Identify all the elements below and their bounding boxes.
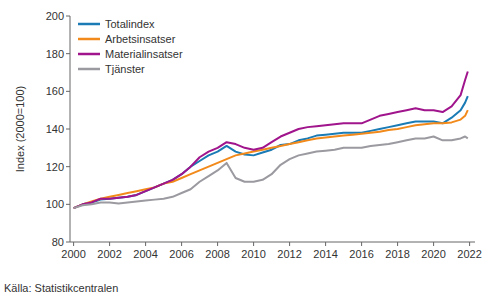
x-tick-label: 2020 [421, 248, 445, 260]
lines [74, 72, 468, 209]
legend-swatch [78, 38, 100, 41]
x-tick-label: 2002 [97, 248, 121, 260]
x-tick-label: 2004 [133, 248, 157, 260]
y-tick [66, 16, 70, 17]
x-tick-label: 2008 [205, 248, 229, 260]
x-tick [145, 242, 146, 246]
x-tick-label: 2018 [385, 248, 409, 260]
y-tick [66, 242, 70, 243]
x-tick-label: 2022 [457, 248, 481, 260]
x-tick-label: 2010 [241, 248, 265, 260]
x-tick [325, 242, 326, 246]
x-tick [181, 242, 182, 246]
y-tick [66, 204, 70, 205]
legend-label: Arbetsinsatser [105, 33, 176, 45]
y-axis-label: Index (2000=100) [14, 86, 26, 173]
legend-swatch [78, 68, 100, 71]
source: Källa: Statistikcentralen [4, 282, 118, 294]
series-line [74, 110, 468, 208]
series-line [74, 137, 468, 209]
x-tick [73, 242, 74, 246]
y-tick-label: 180 [46, 48, 64, 60]
x-tick [253, 242, 254, 246]
x-tick [397, 242, 398, 246]
x-tick [361, 242, 362, 246]
x-tick-label: 2014 [313, 248, 337, 260]
chart: 80 100 120 140 160 180 200 2000 2002 2004 2006 2008… [0, 0, 493, 304]
y-tick-label: 100 [46, 198, 64, 210]
legend-swatch [78, 53, 100, 56]
x-tick-label: 2006 [169, 248, 193, 260]
x-tick [469, 242, 470, 246]
x-tick-label: 2012 [277, 248, 301, 260]
x-tick [433, 242, 434, 246]
y-tick-label: 80 [52, 236, 64, 248]
y-tick [66, 91, 70, 92]
x-tick-label: 2016 [349, 248, 373, 260]
y-tick-label: 120 [46, 161, 64, 173]
x-axis [70, 242, 475, 243]
y-tick [66, 53, 70, 54]
x-tick [289, 242, 290, 246]
x-tick [109, 242, 110, 246]
series-line [74, 96, 468, 208]
series-line [74, 72, 468, 209]
y-tick [66, 129, 70, 130]
y-tick-label: 200 [46, 10, 64, 22]
y-tick [66, 166, 70, 167]
legend-label: Materialinsatser [105, 48, 183, 60]
x-tick-label: 2000 [61, 248, 85, 260]
y-tick-label: 160 [46, 85, 64, 97]
legend-swatch [78, 23, 100, 26]
y-tick-label: 140 [46, 123, 64, 135]
legend-label: Totalindex [105, 18, 155, 30]
legend-label: Tjänster [105, 63, 145, 75]
x-tick [217, 242, 218, 246]
